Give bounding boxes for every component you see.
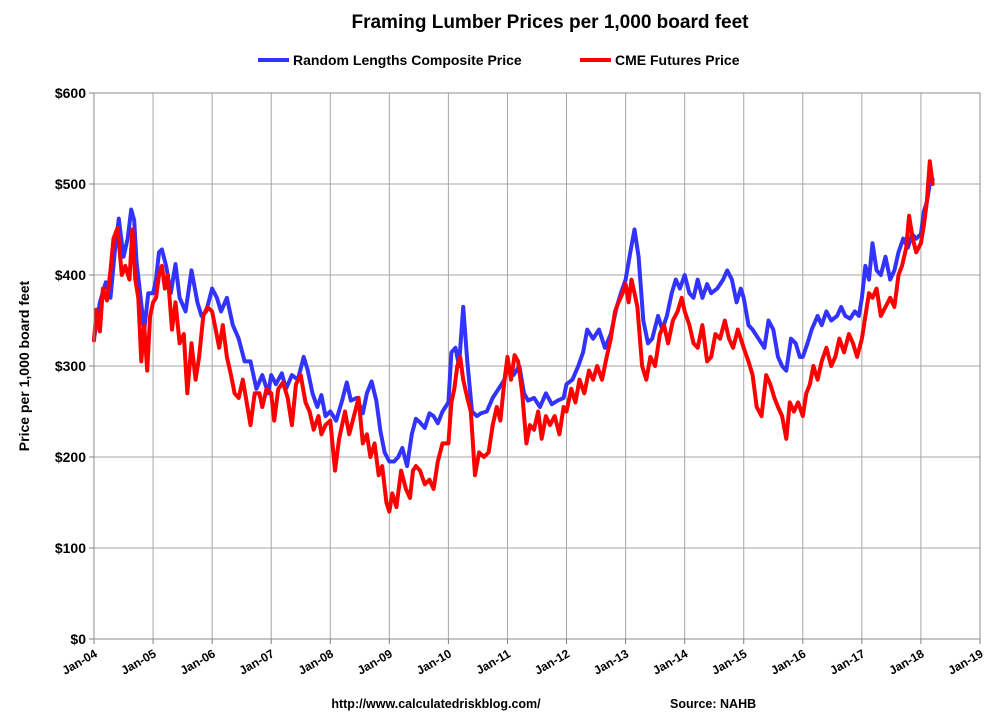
x-tick-label: Jan-15 (709, 646, 749, 677)
legend-label-random-lengths: Random Lengths Composite Price (293, 52, 522, 68)
legend-label-cme-futures: CME Futures Price (615, 52, 740, 68)
chart-title: Framing Lumber Prices per 1,000 board fe… (351, 12, 749, 33)
legend: Random Lengths Composite Price CME Futur… (258, 52, 740, 68)
y-tick-label: $200 (55, 449, 86, 465)
y-tick-label: $0 (70, 631, 86, 647)
y-tick-label: $300 (55, 358, 86, 374)
footer-source: Source: NAHB (670, 697, 756, 711)
x-tick-label: Jan-16 (768, 646, 808, 677)
footer-url: http://www.calculatedriskblog.com/ (331, 697, 541, 711)
y-axis-label: Price per 1,000 board feet (16, 280, 32, 451)
y-tick-label: $600 (55, 85, 86, 101)
x-axis-ticks: Jan-04 Jan-05 Jan-06 Jan-07 Jan-08 Jan-09 Jan-… (60, 639, 986, 678)
y-tick-label: $100 (55, 540, 86, 556)
y-tick-label: $400 (55, 267, 86, 283)
x-tick-label: Jan-09 (355, 646, 395, 677)
x-tick-label: Jan-06 (178, 646, 218, 677)
x-tick-label: Jan-14 (650, 646, 690, 677)
y-tick-label: $500 (55, 176, 86, 192)
x-tick-label: Jan-08 (296, 646, 336, 677)
x-tick-label: Jan-12 (532, 646, 572, 677)
plot-area-border (93, 92, 981, 640)
x-tick-label: Jan-05 (119, 646, 159, 677)
x-tick-label: Jan-04 (60, 646, 100, 677)
x-tick-label: Jan-07 (237, 646, 277, 677)
y-axis-ticks: $0 $100 $200 $300 $400 $500 $600 (55, 85, 94, 647)
x-tick-label: Jan-13 (591, 646, 631, 677)
x-tick-label: Jan-11 (474, 646, 514, 677)
x-tick-label: Jan-17 (827, 646, 867, 677)
x-tick-label: Jan-19 (946, 646, 986, 677)
x-tick-label: Jan-18 (886, 646, 926, 677)
series-line-cme-futures (92, 159, 935, 514)
plot-series (92, 159, 935, 514)
series-line-random-lengths (92, 177, 935, 469)
x-tick-label: Jan-10 (414, 646, 454, 677)
